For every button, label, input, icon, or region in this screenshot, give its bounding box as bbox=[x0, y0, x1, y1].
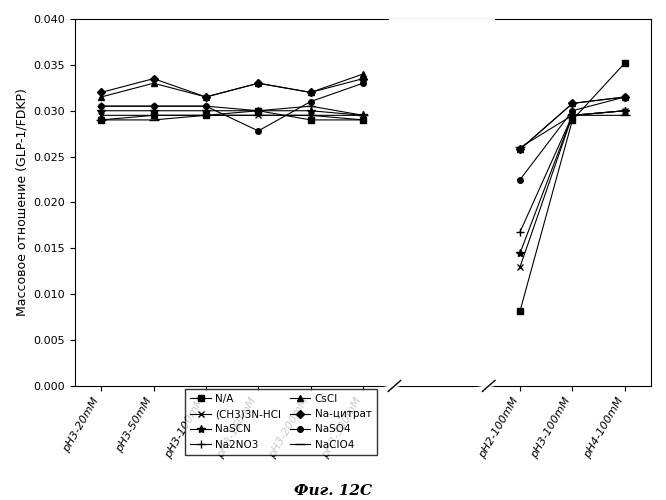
Na-цитрат bbox=[306, 90, 314, 96]
Line: CsCl: CsCl bbox=[99, 72, 366, 100]
Line: NaSO4: NaSO4 bbox=[99, 80, 366, 134]
Legend: N/A, (CH3)3N-HCl, NaSCN, Na2NO3, CsCl, Na-цитрат, NaSO4, NaClO4: N/A, (CH3)3N-HCl, NaSCN, Na2NO3, CsCl, N… bbox=[185, 389, 377, 455]
NaClO4 bbox=[150, 117, 158, 123]
NaClO4 bbox=[254, 112, 262, 118]
(CH3)3N-HCl bbox=[306, 112, 314, 118]
N/A bbox=[97, 117, 105, 123]
NaClO4 bbox=[359, 112, 367, 118]
Line: NaSCN: NaSCN bbox=[97, 106, 367, 120]
Line: NaClO4: NaClO4 bbox=[97, 110, 368, 125]
N/A bbox=[306, 117, 314, 123]
Na2NO3 bbox=[359, 112, 367, 118]
Line: N/A: N/A bbox=[99, 108, 366, 122]
Na2NO3 bbox=[202, 103, 210, 109]
N/A bbox=[359, 117, 367, 123]
(CH3)3N-HCl bbox=[97, 112, 105, 118]
NaSO4 bbox=[202, 103, 210, 109]
Line: Na-цитрат: Na-цитрат bbox=[99, 76, 366, 100]
Na2NO3 bbox=[150, 103, 158, 109]
NaSCN bbox=[254, 108, 262, 114]
NaSCN bbox=[202, 108, 210, 114]
NaSO4 bbox=[254, 128, 262, 134]
Na2NO3 bbox=[306, 103, 314, 109]
NaSCN bbox=[359, 112, 367, 118]
(CH3)3N-HCl bbox=[202, 112, 210, 118]
Line: Na2NO3: Na2NO3 bbox=[97, 102, 367, 120]
Na-цитрат bbox=[202, 94, 210, 100]
Bar bbox=[389, 19, 494, 386]
NaSO4 bbox=[359, 80, 367, 86]
NaSCN bbox=[306, 108, 314, 114]
(CH3)3N-HCl bbox=[150, 112, 158, 118]
(CH3)3N-HCl bbox=[254, 112, 262, 118]
Text: Фиг. 12C: Фиг. 12C bbox=[294, 484, 372, 498]
Y-axis label: Массовое отношение (GLP-1/FDKP): Массовое отношение (GLP-1/FDKP) bbox=[15, 88, 28, 316]
Na-цитрат bbox=[150, 76, 158, 82]
Na2NO3 bbox=[97, 103, 105, 109]
N/A bbox=[150, 112, 158, 118]
CsCl bbox=[202, 94, 210, 100]
Na-цитрат bbox=[254, 80, 262, 86]
CsCl bbox=[254, 80, 262, 86]
NaClO4 bbox=[306, 112, 314, 118]
Na2NO3 bbox=[254, 108, 262, 114]
Na-цитрат bbox=[359, 76, 367, 82]
N/A bbox=[202, 112, 210, 118]
(CH3)3N-HCl bbox=[359, 117, 367, 123]
NaSCN bbox=[97, 108, 105, 114]
NaClO4 bbox=[202, 112, 210, 118]
NaSO4 bbox=[97, 103, 105, 109]
NaSO4 bbox=[150, 103, 158, 109]
Line: (CH3)3N-HCl: (CH3)3N-HCl bbox=[98, 112, 366, 124]
CsCl bbox=[150, 80, 158, 86]
NaSO4 bbox=[306, 98, 314, 104]
CsCl bbox=[359, 71, 367, 77]
N/A bbox=[254, 108, 262, 114]
NaSCN bbox=[150, 108, 158, 114]
CsCl bbox=[97, 94, 105, 100]
CsCl bbox=[306, 90, 314, 96]
NaClO4 bbox=[97, 117, 105, 123]
Na-цитрат bbox=[97, 90, 105, 96]
